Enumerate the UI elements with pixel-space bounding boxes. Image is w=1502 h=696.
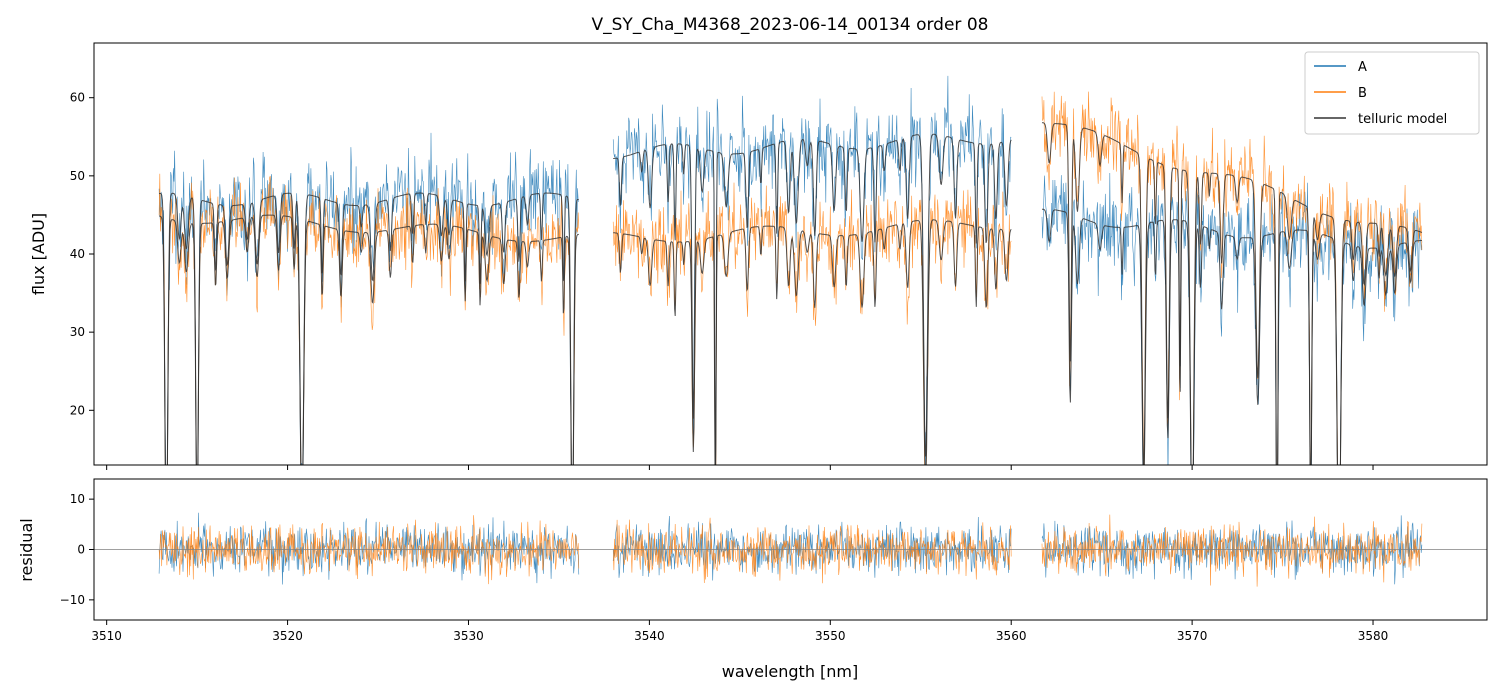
telluric-model-a-segment-3 (1042, 208, 1422, 465)
legend-box (1304, 51, 1480, 135)
x-tick-label-3540: 3540 (634, 629, 665, 643)
residual-a-segment-3 (1041, 515, 1423, 585)
residual-a-segment-2 (612, 515, 1012, 581)
chart-title: V_SY_Cha_M4368_2023-06-14_00134 order 08 (592, 15, 989, 35)
upper-series-a (158, 75, 1423, 465)
lower-y-axis-label: residual (17, 518, 36, 581)
x-tick-label-3530: 3530 (453, 629, 484, 643)
legend: A B telluric model (1304, 51, 1480, 135)
x-tick-label-3570: 3570 (1177, 629, 1208, 643)
upper-y-tick-label-30: 30 (70, 325, 85, 339)
telluric-model-a-segment-1 (159, 192, 579, 465)
upper-y-tick-label-40: 40 (70, 247, 85, 261)
telluric-model-b-segment-2 (613, 219, 1012, 465)
legend-label-model: telluric model (1358, 112, 1447, 127)
lower-series-b (158, 514, 1423, 587)
series-b-segment-3 (1041, 91, 1423, 465)
upper-y-axis: 20 30 40 50 60 (70, 91, 94, 417)
x-tick-label-3580: 3580 (1358, 629, 1389, 643)
x-tick-label-3560: 3560 (996, 629, 1027, 643)
residual-a-segment-1 (158, 512, 580, 585)
telluric-model-b-segment-1 (158, 214, 579, 465)
legend-label-a: A (1358, 60, 1367, 75)
legend-label-b: B (1358, 86, 1367, 101)
series-a-segment-3 (1041, 172, 1423, 465)
telluric-model-a-segment-2 (613, 133, 1012, 465)
x-tick-label-3520: 3520 (272, 629, 303, 643)
upper-telluric-model (158, 122, 1423, 465)
lower-y-tick-label-0: 0 (77, 543, 85, 557)
x-axis: 3510 3520 3530 3540 3550 3560 3570 3580 (91, 620, 1388, 643)
lower-y-tick-label--10: −10 (60, 593, 85, 607)
residual-b-segment-2 (612, 517, 1012, 584)
residual-b-segment-3 (1041, 514, 1423, 587)
telluric-model-b-segment-3 (1041, 122, 1423, 465)
upper-y-tick-label-50: 50 (70, 169, 85, 183)
upper-y-axis-label: flux [ADU] (29, 213, 48, 295)
x-tick-label-3550: 3550 (815, 629, 846, 643)
upper-y-tick-label-20: 20 (70, 403, 85, 417)
upper-x-ticks (106, 465, 1374, 470)
series-a-segment-2 (612, 75, 1012, 465)
lower-y-tick-label-10: 10 (70, 492, 85, 506)
upper-series-b (158, 91, 1423, 465)
x-tick-label-3510: 3510 (91, 629, 122, 643)
x-axis-label: wavelength [nm] (722, 662, 859, 681)
series-a-segment-1 (158, 132, 580, 465)
lower-y-axis: −10 0 10 (60, 492, 94, 607)
series-b-segment-2 (612, 182, 1012, 465)
upper-panel: 20 30 40 50 60 flux [ADU] A B telluric model (29, 42, 1488, 470)
residual-b-segment-1 (158, 515, 580, 585)
series-b-segment-1 (158, 173, 580, 465)
upper-y-tick-label-60: 60 (70, 91, 85, 105)
